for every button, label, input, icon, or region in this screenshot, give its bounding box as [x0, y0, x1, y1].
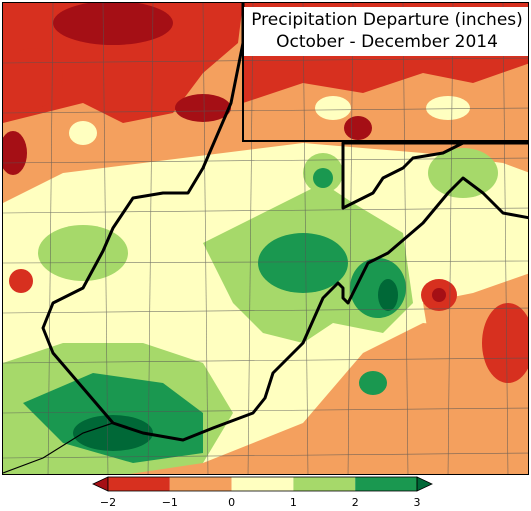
colorbar-arrow-high: [416, 476, 433, 492]
colorbar-bin-2: [231, 477, 294, 491]
very-wet-core-3: [313, 168, 333, 188]
state-border-north: [242, 3, 528, 142]
colorbar-tick-label: −1: [161, 496, 178, 509]
wet-pocket-north-1: [315, 96, 351, 120]
deficit-core-3: [344, 116, 372, 140]
wet-pocket-north-2: [426, 96, 470, 120]
colorbar-frame: [107, 476, 418, 492]
deficit-core-4: [3, 131, 27, 175]
deficit-zone-east-core: [482, 303, 528, 383]
deficit-core-east-center: [432, 288, 446, 302]
colorbar-tick-label: −2: [99, 496, 117, 509]
colorbar-bin-0: [108, 477, 170, 491]
wettest-core: [73, 415, 153, 451]
state-border-southwest: [3, 422, 114, 474]
wettest-core-2: [378, 279, 398, 311]
wet-zone-west: [38, 225, 128, 281]
colorbar-bin-4: [355, 477, 417, 491]
wet-zone-northeast: [428, 148, 498, 198]
colorbar-svg: [92, 476, 433, 492]
colorbar-tick-label: 1: [289, 496, 297, 509]
state-border-west-virginia: [41, 3, 528, 442]
colorbar-arrow-low: [92, 476, 109, 492]
title-line-1: Precipitation Departure (inches): [251, 10, 523, 30]
colorbar-tick-label: 3: [413, 496, 421, 509]
colorbar-bin-3: [293, 477, 356, 491]
deficit-core-west-small: [9, 269, 33, 293]
very-wet-core-1: [258, 233, 348, 293]
colorbar-bins: [108, 477, 417, 491]
title-line-2: October - December 2014: [276, 32, 498, 52]
deficit-core-1: [53, 3, 173, 45]
colorbar-bin-1: [169, 477, 232, 491]
deficit-zone-west: [3, 48, 63, 108]
deficit-core-2: [175, 94, 231, 122]
map-title: Precipitation Departure (inches) October…: [244, 7, 528, 56]
very-wet-core-4: [359, 371, 387, 395]
wet-pocket-north-3: [69, 121, 97, 145]
colorbar-legend: −2 −1 0 1 2 3: [0, 476, 531, 511]
map-svg: [3, 3, 528, 474]
colorbar-tick-label: 2: [351, 496, 359, 509]
colorbar-tick-label: 0: [228, 496, 236, 509]
precipitation-map: Precipitation Departure (inches) October…: [2, 2, 529, 475]
